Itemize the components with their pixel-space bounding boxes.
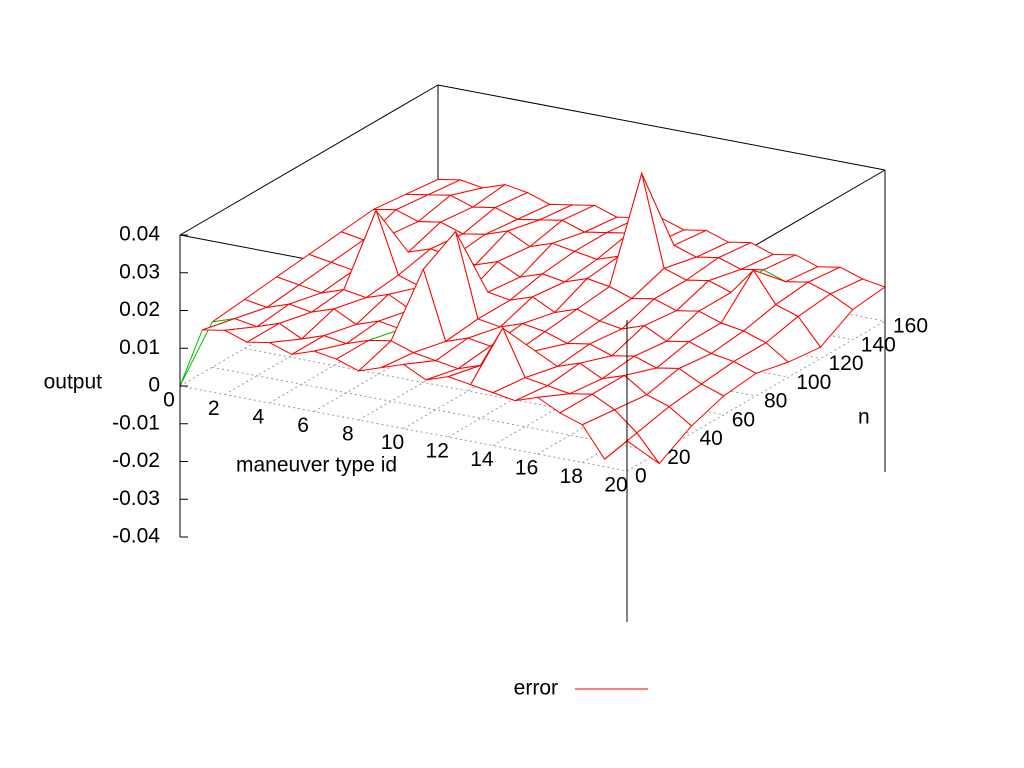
x-tick-label: 6 xyxy=(297,414,309,437)
y-tick-label: 140 xyxy=(861,333,896,356)
x-tick-label: 18 xyxy=(560,465,583,488)
z-tick-label: -0.02 xyxy=(112,449,160,472)
y-tick-label: 20 xyxy=(667,446,690,469)
x-axis-label: maneuver type id xyxy=(236,454,397,477)
y-tick-label: 120 xyxy=(829,352,864,375)
x-tick-label: 8 xyxy=(342,423,354,446)
z-tick-label: 0 xyxy=(148,374,160,397)
legend-label: error xyxy=(514,677,558,700)
z-tick-label: -0.04 xyxy=(112,525,160,548)
y-axis-label: n xyxy=(858,406,870,429)
x-tick-label: 4 xyxy=(253,406,265,429)
y-tick-label: 40 xyxy=(700,427,723,450)
y-tick-label: 80 xyxy=(764,390,787,413)
z-tick-label: 0.02 xyxy=(119,298,160,321)
x-tick-label: 14 xyxy=(470,448,494,471)
x-tick-label: 12 xyxy=(426,440,449,463)
z-tick-label: 0.04 xyxy=(119,223,160,246)
x-tick-label: 20 xyxy=(604,474,627,497)
box-edge xyxy=(437,84,886,171)
z-tick-label: -0.01 xyxy=(112,411,160,434)
grid-line xyxy=(244,348,692,434)
grid-line xyxy=(212,366,660,453)
z-axis-label: output xyxy=(44,371,103,394)
y-tick-label: 100 xyxy=(796,371,831,394)
x-tick-label: 2 xyxy=(208,397,220,420)
x-tick-label: 16 xyxy=(515,457,538,480)
surface-patch xyxy=(604,432,660,464)
box-edge xyxy=(179,84,439,236)
x-tick-label: 0 xyxy=(163,389,175,412)
z-tick-label: 0.03 xyxy=(119,260,160,283)
y-tick-label: 0 xyxy=(635,465,647,488)
z-tick-label: 0.01 xyxy=(119,336,160,359)
y-tick-label: 60 xyxy=(732,408,755,431)
grid-line xyxy=(179,385,628,472)
z-tick-label: -0.03 xyxy=(112,487,160,510)
y-tick-label: 160 xyxy=(893,315,928,338)
x-tick-label: 10 xyxy=(381,431,404,454)
